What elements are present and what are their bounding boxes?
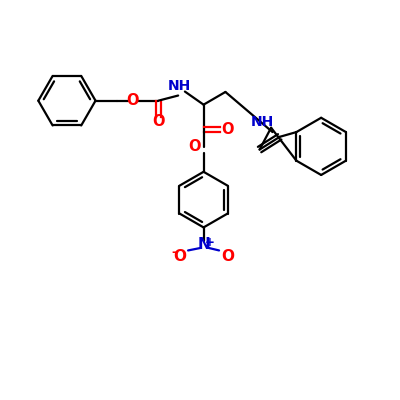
Text: +: +	[204, 236, 214, 249]
Text: NH: NH	[251, 115, 274, 129]
Text: O: O	[221, 122, 234, 137]
Text: NH: NH	[167, 79, 190, 93]
Text: O: O	[173, 249, 186, 264]
Text: O: O	[188, 139, 201, 154]
Text: O: O	[127, 93, 139, 108]
Text: -: -	[171, 246, 176, 259]
Text: O: O	[152, 114, 164, 129]
Text: O: O	[221, 249, 234, 264]
Text: N: N	[197, 237, 210, 252]
